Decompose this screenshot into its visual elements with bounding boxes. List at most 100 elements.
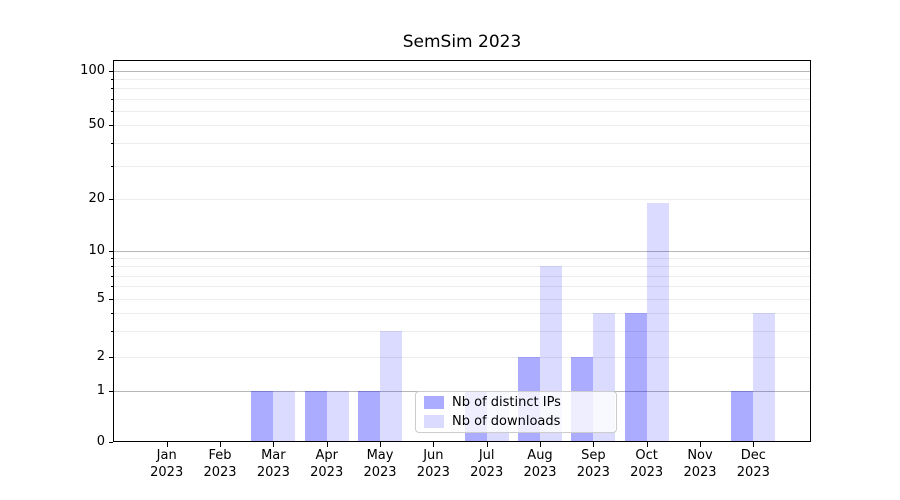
x-tick-label: May 2023 [340, 447, 420, 481]
plot-area [113, 60, 811, 442]
y-tick-mark [109, 299, 113, 300]
x-tick-year: 2023 [203, 465, 237, 480]
x-tick-year: 2023 [470, 465, 504, 480]
gridline-major [114, 71, 810, 72]
y-minor-tick-mark [111, 143, 113, 145]
x-tick-year: 2023 [683, 465, 717, 480]
y-minor-tick-mark [111, 88, 113, 90]
y-minor-tick-mark [111, 110, 113, 112]
y-tick-mark [109, 442, 113, 443]
x-tick-mark [380, 442, 382, 447]
bar-distinct-ips [624, 313, 647, 442]
legend-label: Nb of downloads [452, 414, 561, 429]
gridline-minor [114, 286, 810, 288]
x-tick-year: 2023 [416, 465, 450, 480]
x-tick-year: 2023 [150, 465, 184, 480]
bar-distinct-ips [731, 391, 754, 442]
x-tick-mark [593, 442, 595, 447]
y-tick-mark [109, 391, 113, 392]
x-tick-month: Oct [635, 448, 658, 463]
gridline-minor [114, 110, 810, 112]
x-tick-month: Jun [423, 448, 444, 463]
gridline-minor [114, 258, 810, 260]
x-tick-mark [540, 442, 541, 447]
x-tick-month: Sep [581, 448, 606, 463]
x-tick-label: Dec 2023 [713, 447, 793, 481]
gridline-major [114, 251, 810, 252]
y-tick-label: 1 [96, 383, 105, 398]
x-tick-mark [486, 442, 488, 447]
bar-downloads [646, 202, 669, 442]
y-minor-tick-mark [111, 166, 113, 168]
bar-downloads [273, 391, 296, 442]
y-tick-label: 0 [96, 434, 105, 449]
gridline-minor [114, 79, 810, 81]
x-tick-mark [220, 442, 222, 447]
x-tick-year: 2023 [310, 465, 344, 480]
y-minor-tick-mark [111, 286, 113, 288]
bar-distinct-ips [251, 391, 274, 442]
x-tick-label: Feb 2023 [180, 447, 260, 481]
x-tick-label: Jul 2023 [447, 447, 527, 481]
bar-distinct-ips [358, 391, 381, 442]
y-tick-mark [109, 251, 113, 252]
gridline-minor [114, 357, 810, 358]
y-tick-label: 20 [88, 191, 105, 206]
legend-label: Nb of distinct IPs [452, 395, 561, 410]
y-minor-tick-mark [111, 275, 113, 277]
x-tick-mark [166, 442, 168, 447]
x-tick-label: Nov 2023 [660, 447, 740, 481]
x-tick-year: 2023 [256, 465, 290, 480]
x-tick-month: Nov [687, 448, 713, 463]
gridline-minor [114, 299, 810, 300]
gridline-minor [114, 98, 810, 100]
legend-swatch-downloads [424, 415, 444, 428]
gridline-minor [114, 275, 810, 277]
gridline-minor [114, 88, 810, 90]
x-tick-label: Mar 2023 [233, 447, 313, 481]
bar-downloads [380, 331, 403, 442]
legend-item: Nb of distinct IPs [424, 395, 608, 410]
x-tick-label: Aug 2023 [500, 447, 580, 481]
x-tick-label: Oct 2023 [607, 447, 687, 481]
y-minor-tick-mark [111, 313, 113, 315]
y-tick-mark [109, 71, 113, 72]
y-tick-label: 50 [88, 117, 105, 132]
y-tick-label: 100 [80, 63, 105, 78]
x-tick-mark [433, 442, 435, 447]
x-tick-mark [700, 442, 701, 447]
bar-downloads [753, 313, 776, 442]
legend-item: Nb of downloads [424, 414, 608, 429]
x-tick-month: Dec [740, 448, 766, 463]
y-tick-label: 10 [88, 243, 105, 258]
x-tick-mark [326, 442, 328, 447]
x-tick-month: Feb [208, 448, 232, 463]
y-minor-tick-mark [111, 79, 113, 81]
y-tick-mark [109, 199, 113, 200]
y-minor-tick-mark [111, 266, 113, 268]
x-tick-year: 2023 [576, 465, 610, 480]
x-tick-label: Jun 2023 [393, 447, 473, 481]
x-tick-year: 2023 [630, 465, 664, 480]
x-tick-mark [646, 442, 648, 447]
x-tick-year: 2023 [523, 465, 557, 480]
x-tick-label: Jan 2023 [127, 447, 207, 481]
x-tick-month: Jan [156, 448, 177, 463]
y-minor-tick-mark [111, 331, 113, 333]
x-tick-mark [753, 442, 755, 447]
x-tick-mark [273, 442, 275, 447]
gridline-minor [114, 166, 810, 168]
x-tick-month: Mar [261, 448, 286, 463]
legend: Nb of distinct IPs Nb of downloads [415, 391, 617, 433]
x-tick-month: May [366, 448, 394, 463]
gridline-minor [114, 313, 810, 315]
y-minor-tick-mark [111, 98, 113, 100]
x-tick-year: 2023 [736, 465, 770, 480]
y-tick-mark [109, 357, 113, 358]
bar-downloads [326, 391, 349, 442]
x-tick-year: 2023 [363, 465, 397, 480]
bar-distinct-ips [304, 391, 327, 442]
gridline-minor [114, 331, 810, 333]
gridline-minor [114, 143, 810, 145]
